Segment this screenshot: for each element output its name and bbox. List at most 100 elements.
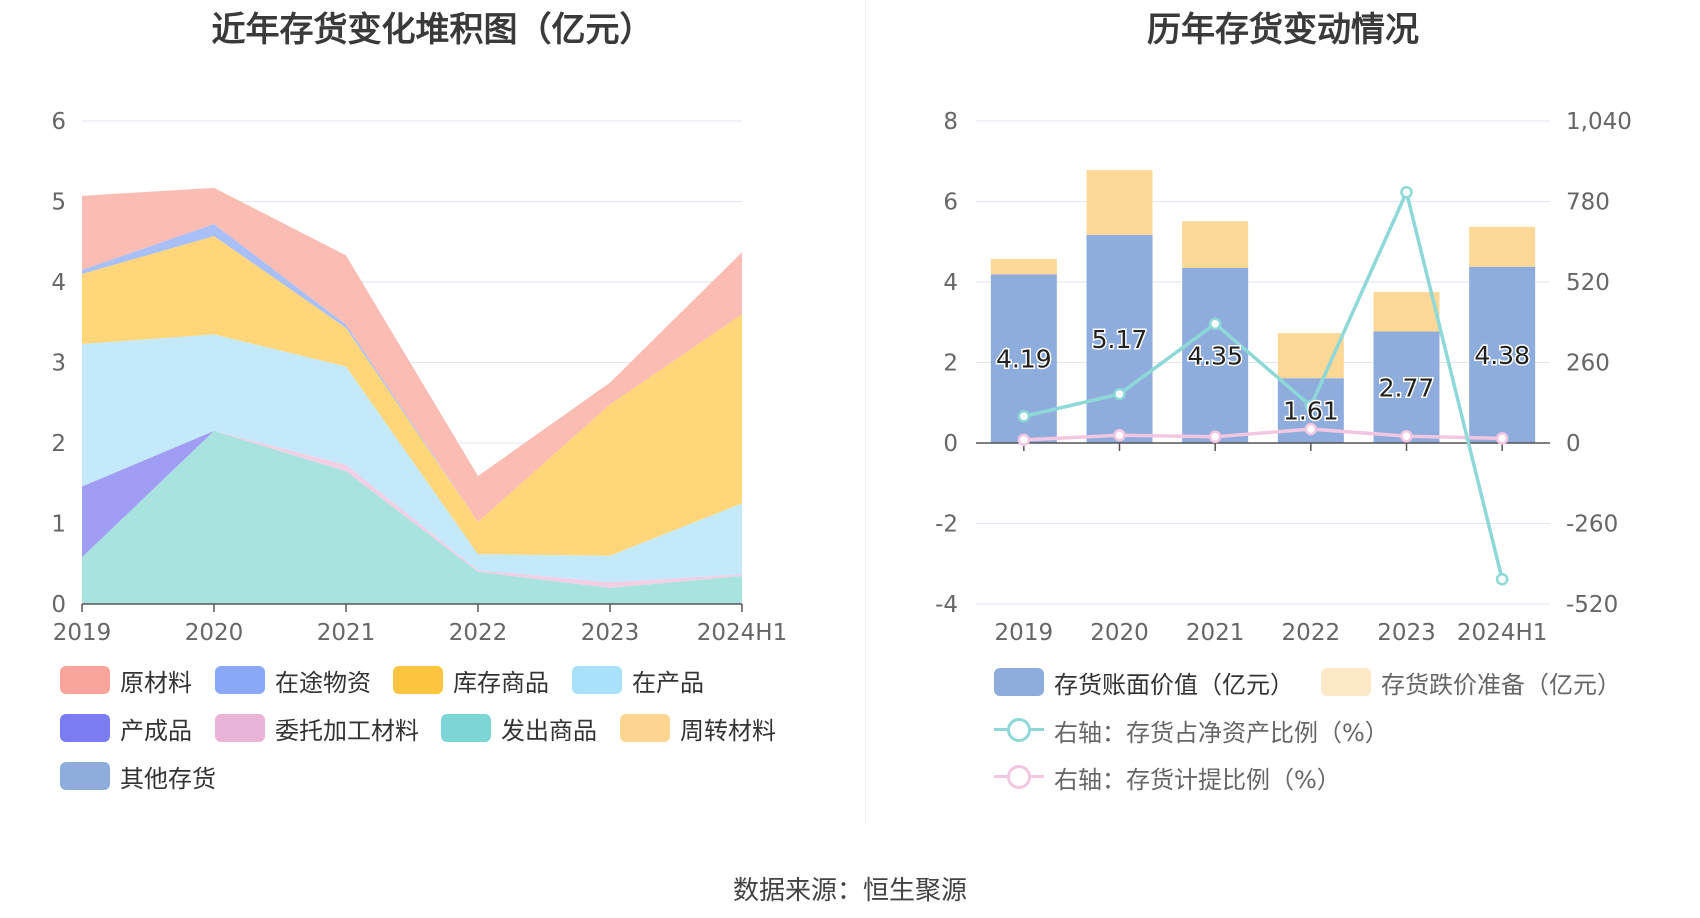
line-point [1017,410,1031,423]
bar-data-label: 4.38 [1474,341,1530,370]
y-tick-label: 1 [51,512,66,538]
legend-item[interactable]: 存货账面价值（亿元） [994,666,1294,699]
area-原材料 [82,187,742,522]
right-chart-panel: 历年存货变动情况 -4 -520 -2 -260 0 0 2 260 4 520 6 780 8 1,04… [866,0,1700,830]
line-右轴：存货占净资产比例（%） [1023,186,1504,580]
y-tick-label: -2 [935,512,958,538]
y2-tick-label: 0 [1566,431,1581,457]
x-tick-label: 2020 [1090,620,1149,646]
area-在途物资 [82,224,742,522]
legend-item[interactable]: 库存商品 [393,664,549,697]
x-tick-label: 2019 [995,620,1054,646]
legend-label: 存货账面价值（亿元） [1054,670,1294,699]
legend-item[interactable]: 在途物资 [215,664,371,697]
legend-label: 存货跌价准备（亿元） [1381,670,1621,699]
bar-存货跌价准备（亿元） [1182,221,1249,268]
legend-item[interactable]: 发出商品 [441,712,597,745]
legend-item[interactable]: 产成品 [60,712,192,745]
x-tick-label: 2022 [1282,620,1341,646]
y-tick-label: 6 [943,190,958,216]
bar-data-label: 1.61 [1283,397,1339,426]
x-tick-label: 2024H1 [1457,620,1547,646]
legend-item[interactable]: 原材料 [60,664,192,697]
bar-存货跌价准备（亿元） [1469,226,1536,267]
left-chart-title: 近年存货变化堆积图（亿元） [211,10,654,50]
legend-label: 其他存货 [120,764,216,793]
legend-label: 库存商品 [453,668,549,697]
line-point [1208,430,1222,444]
legend-label: 右轴：存货占净资产比例（%） [1054,718,1389,747]
left-chart-panel: 近年存货变化堆积图（亿元） 0 1 2 3 4 5 6 2019 2020 2021 2022 202… [0,0,865,830]
y-tick-label: 2 [943,351,958,377]
y-tick-label: 5 [51,190,66,216]
right-legend: 存货账面价值（亿元） 存货跌价准备（亿元） 右轴：存货占净资产比例（%） 右轴：存货计… [866,0,1700,830]
legend-swatch [572,666,622,694]
legend-swatch [1321,668,1371,696]
legend-swatch [994,668,1044,696]
bar-存货跌价准备（亿元） [1373,292,1440,332]
legend-swatch [441,714,491,742]
line-point [1304,422,1318,436]
legend-label: 发出商品 [501,716,597,745]
legend-item[interactable]: 在产品 [572,664,704,697]
y-tick-label: 8 [943,109,958,135]
y2-tick-label: -520 [1566,592,1618,618]
line-point [1113,429,1126,442]
y-tick-label: 0 [943,431,958,457]
line-point [1113,387,1126,401]
y2-tick-label: -260 [1566,512,1618,538]
legend-label: 产成品 [120,716,192,745]
y-tick-label: 4 [51,270,66,296]
y2-tick-label: 780 [1566,190,1610,216]
x-tick-label: 2024H1 [697,620,787,646]
legend-swatch [60,762,110,790]
legend-label: 周转材料 [680,716,776,745]
legend-swatch [60,666,110,694]
x-tick-label: 2021 [317,620,376,646]
legend-item[interactable]: 右轴：存货计提比例（%） [994,761,1341,794]
legend-item[interactable]: 委托加工材料 [215,712,419,745]
legend-swatch [994,716,1044,744]
data-source-label: 数据来源：恒生聚源 [732,876,967,906]
line-point [1208,317,1222,331]
right-chart-title: 历年存货变动情况 [1147,10,1419,50]
legend-item[interactable]: 右轴：存货占净资产比例（%） [994,714,1389,747]
legend-swatch [60,714,110,742]
legend-item[interactable]: 周转材料 [620,712,776,745]
legend-swatch [215,714,265,742]
legend-label: 在产品 [632,668,704,697]
bar-存货跌价准备（亿元） [990,259,1057,275]
bar-line-combo-chart: -4 -520 -2 -260 0 0 2 260 4 520 6 780 8 1,040 2019 2020… [935,109,1632,646]
legend-swatch [620,714,670,742]
legend-label: 右轴：存货计提比例（%） [1054,765,1341,794]
bar-存货账面价值（亿元） [1469,266,1536,443]
line-point [1304,399,1318,413]
y-tick-label: 2 [51,431,66,457]
bar-存货账面价值（亿元） [1086,234,1153,443]
x-tick-label: 2022 [449,620,508,646]
bar-存货账面价值（亿元） [1182,267,1249,443]
y2-tick-label: 1,040 [1566,109,1632,135]
x-tick-label: 2023 [581,620,640,646]
y2-tick-label: 260 [1566,351,1610,377]
bar-存货账面价值（亿元） [1373,331,1440,443]
x-tick-label: 2020 [185,620,244,646]
bar-data-label: 4.35 [1187,341,1243,370]
y-tick-label: -4 [935,592,958,618]
area-在产品 [82,334,742,583]
legend-swatch [994,763,1044,791]
legend-swatch [393,666,443,694]
stacked-area-chart: 0 1 2 3 4 5 6 2019 2020 2021 2022 2023 2024H1 [51,109,787,646]
y2-tick-label: 520 [1566,270,1610,296]
bar-存货跌价准备（亿元） [1086,170,1153,235]
legend-item[interactable]: 其他存货 [60,760,216,793]
legend-item[interactable]: 存货跌价准备（亿元） [1321,666,1621,699]
x-tick-label: 2019 [53,620,112,646]
bar-data-label: 5.17 [1092,325,1148,354]
line-右轴：存货计提比例（%） [1023,427,1503,442]
line-point [1400,185,1413,199]
y-tick-label: 3 [51,351,66,377]
area-库存商品 [82,236,742,556]
legend-label: 在途物资 [275,668,371,697]
legend-label: 委托加工材料 [275,716,419,745]
